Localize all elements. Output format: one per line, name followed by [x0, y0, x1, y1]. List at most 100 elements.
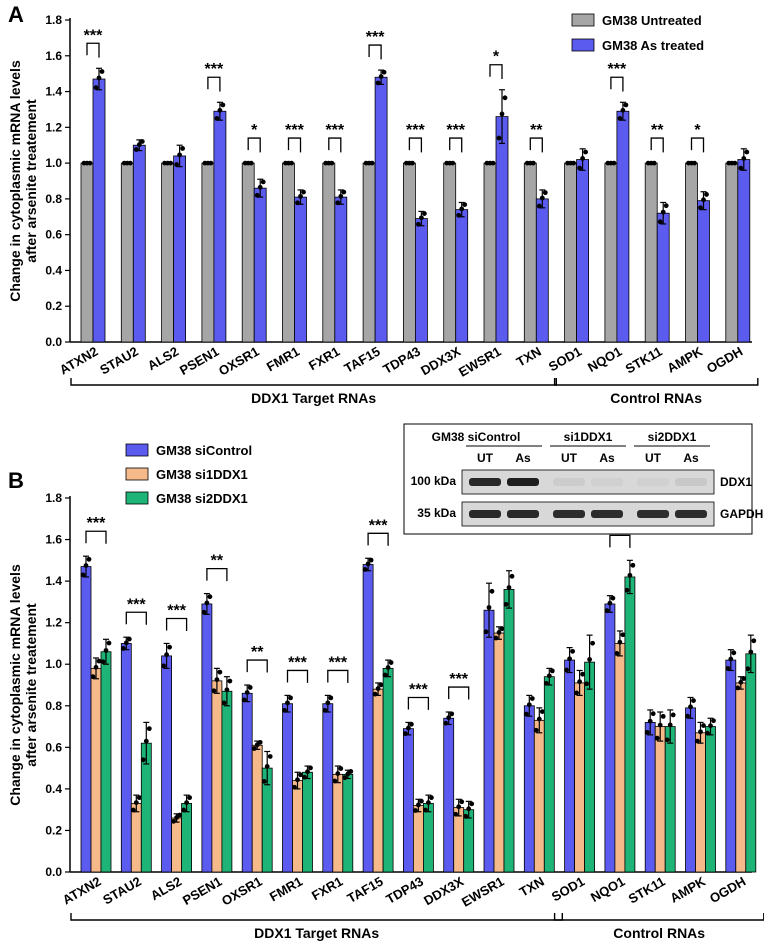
y-tick-label: 1.4 — [45, 574, 62, 588]
group-label: Control RNAs — [610, 390, 702, 406]
significance-bracket — [610, 76, 624, 92]
data-point — [496, 630, 502, 635]
data-point — [623, 102, 629, 108]
data-point — [96, 658, 102, 664]
data-point — [133, 147, 139, 152]
y-tick-label: 0.4 — [45, 263, 62, 277]
data-point — [164, 652, 170, 658]
data-point — [221, 700, 227, 706]
bar — [372, 688, 384, 873]
bar — [253, 187, 267, 343]
data-point — [725, 665, 731, 671]
x-category-label: ALS2 — [145, 344, 181, 374]
bar — [604, 162, 618, 343]
bar — [402, 162, 416, 343]
y-tick-label: 1.8 — [45, 13, 62, 27]
bar — [493, 632, 505, 873]
bar — [322, 162, 336, 343]
data-point — [136, 142, 142, 148]
significance-label: *** — [328, 654, 347, 671]
data-point — [139, 139, 145, 144]
significance-label: *** — [205, 61, 224, 78]
significance-bracket — [86, 42, 100, 58]
blot-lane-label: UT — [561, 451, 578, 465]
legend-label: GM38 si1DDX1 — [156, 467, 248, 482]
group-label: Control RNAs — [613, 925, 705, 941]
data-point — [181, 807, 187, 813]
data-point — [607, 600, 613, 606]
data-point — [660, 713, 666, 719]
data-point — [292, 784, 297, 790]
data-point — [93, 664, 99, 670]
blot-band — [591, 478, 623, 486]
y-axis-label-line1: Change in cytoplasmic mRNA levels — [7, 564, 23, 806]
data-point — [348, 769, 354, 774]
data-point — [413, 808, 418, 813]
significance-label: *** — [87, 515, 106, 532]
bar — [614, 643, 626, 873]
data-point — [644, 729, 650, 735]
data-point — [577, 165, 582, 171]
x-category-label: STK11 — [626, 874, 668, 907]
data-point — [80, 572, 86, 578]
bar — [92, 78, 106, 343]
data-point — [375, 686, 381, 691]
western-blot-inset: GM38 siControl si1DDX1 si2DDX1 UT As UT As UT As… — [403, 423, 763, 535]
group-label: DDX1 Target RNAs — [251, 390, 376, 406]
data-point — [171, 818, 177, 824]
data-point — [620, 632, 626, 638]
group-bracket — [553, 378, 759, 386]
significance-bracket — [407, 696, 430, 710]
data-point — [583, 149, 588, 155]
data-point — [335, 200, 341, 206]
bar — [483, 162, 497, 343]
data-point — [136, 795, 142, 801]
data-point — [449, 711, 455, 717]
legend-swatch — [125, 443, 149, 457]
blot-lane-label: As — [683, 451, 699, 465]
bar — [422, 803, 434, 873]
significance-label: ** — [251, 644, 264, 661]
group-bracket — [553, 913, 764, 921]
x-category-label: DDX3X — [418, 343, 463, 378]
data-point — [523, 711, 529, 717]
data-point — [459, 206, 465, 212]
bar — [171, 817, 183, 873]
y-tick-label: 0.6 — [45, 740, 62, 754]
data-point — [489, 588, 495, 594]
bar — [453, 807, 465, 873]
data-point — [378, 74, 384, 79]
bar — [695, 732, 706, 873]
bar — [120, 643, 132, 873]
significance-label: ** — [530, 122, 543, 139]
blot-band — [507, 478, 539, 486]
data-point — [526, 702, 532, 708]
data-point — [663, 203, 669, 209]
data-point — [298, 193, 303, 199]
blot-band — [675, 478, 707, 486]
y-tick-label: 0.0 — [45, 865, 62, 879]
data-point — [744, 149, 750, 155]
y-tick-label: 1.4 — [45, 85, 62, 99]
significance-bracket — [448, 686, 470, 700]
data-point — [735, 685, 741, 691]
blot-band — [591, 510, 623, 518]
data-point — [127, 160, 133, 166]
blot-lane-label: As — [515, 451, 531, 465]
data-point — [140, 757, 146, 763]
bar — [705, 726, 716, 873]
bar — [455, 209, 469, 343]
blot-band — [675, 510, 707, 518]
x-category-label: EWSR1 — [456, 344, 504, 380]
x-category-label: NQO1 — [585, 344, 624, 375]
y-tick-label: 1.0 — [45, 156, 62, 170]
data-point — [410, 160, 415, 166]
x-category-label: TXN — [514, 344, 544, 370]
data-point — [419, 215, 424, 221]
significance-bracket — [207, 76, 221, 92]
data-point — [647, 718, 653, 724]
data-point — [617, 115, 623, 121]
x-category-label: AMPK — [664, 343, 705, 375]
data-point — [546, 673, 552, 679]
